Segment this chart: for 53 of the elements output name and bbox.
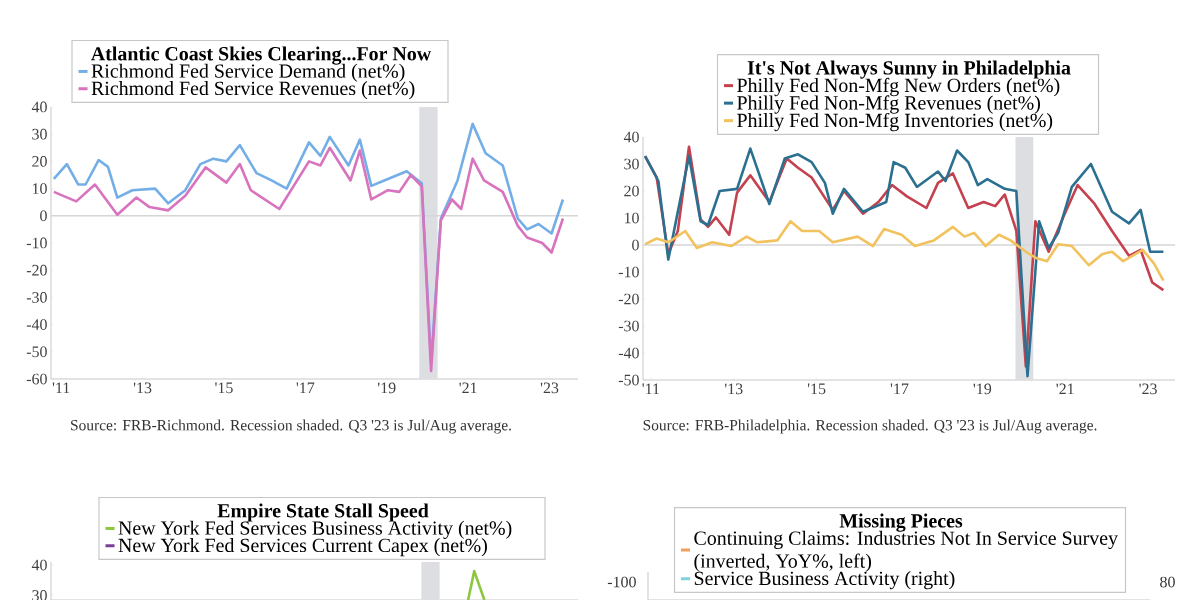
x-tick-label: '11 [52,382,70,394]
chart-title: Empire State Stall Speed [217,503,429,522]
source-note: Source: FRB-Philadelphia. Recession shaded. Q3 '23 is Jul/Aug average. [643,419,1097,434]
y-tick-label: -60 [26,373,47,385]
x-tick-label: '15 [807,383,826,395]
y-tick-label: 30 [624,158,639,170]
y-tick-label: -10 [618,266,639,278]
y-tick-label: 40 [623,131,639,143]
y-tick-label: -30 [618,320,639,332]
y-tick-label: 40 [31,559,47,571]
x-tick-label: '13 [133,382,152,394]
x-tick-label: '23 [540,382,559,394]
x-tick-label: '23 [1139,383,1157,395]
x-tick-label: '21 [1056,383,1074,395]
legend-label: Richmond Fed Service Demand (net%) [91,63,405,82]
x-tick-label: '17 [296,382,315,394]
y-tick-label: 30 [32,590,47,600]
y-tick-label: -20 [26,264,47,276]
line-series [643,219,1165,282]
y-tick-label: 20 [32,156,47,167]
legend-label: Continuing Claims: Industries Not In Service Survey (inverted, YoY%, left) [694,530,1118,572]
chart-title: It's Not Always Sunny in Philadelphia [747,60,1071,79]
legend-label: Service Business Activity (right) [694,571,955,590]
y-tick-label: -40 [618,347,639,359]
legend-label: Richmond Fed Service Revenues (net%) [91,81,415,100]
y-tick-label: 0 [632,239,639,251]
y-tick-label: 30 [32,128,47,140]
text: -100 [607,576,636,588]
x-tick-label: '13 [725,383,743,395]
y-tick-label: 10 [32,183,47,194]
x-tick-label: '19 [973,383,992,395]
text: 80 [1160,576,1175,588]
x-tick-label: '15 [215,382,233,394]
y-tick-label: -50 [618,374,639,386]
legend-label: New York Fed Services Business Activity (net%) [118,520,512,539]
y-tick-label: 10 [624,212,639,224]
y-tick-label: -50 [26,346,47,358]
legend-label: Philly Fed Non-Mfg Inventories (net%) [737,112,1053,132]
y-tick-label: 40 [31,101,47,113]
x-tick-label: '21 [459,382,477,394]
source-note: Source: FRB-Richmond. Recession shaded. Q3 '23 is Jul/Aug average. [71,419,511,434]
y-tick-label: -10 [26,237,47,249]
text: Missing Pieces [839,513,963,532]
legend-label: Philly Fed Non-Mfg Revenues (net%) [737,95,1040,114]
y-tick-label: -40 [26,319,47,330]
y-tick-label: -30 [26,292,47,303]
x-tick-label: '19 [378,382,396,394]
legend-label: New York Fed Services Current Capex (net%) [118,538,487,557]
y-tick-label: 0 [40,210,47,222]
x-tick-label: '11 [642,383,660,395]
x-tick-label: '17 [890,383,909,395]
y-tick-label: -20 [618,293,639,305]
y-tick-label: 20 [624,185,639,197]
